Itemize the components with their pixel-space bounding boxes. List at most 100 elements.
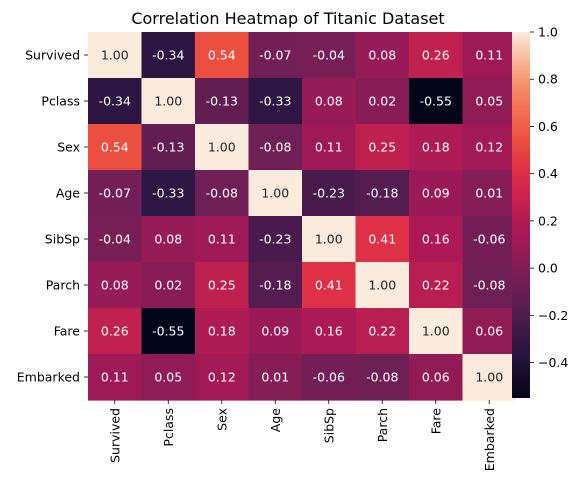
cell-value-label: 1.00 — [368, 278, 396, 293]
cell-value-label: -0.33 — [259, 94, 291, 109]
heatmap-cell — [409, 32, 464, 79]
cell-value-label: 0.22 — [368, 324, 396, 339]
cell-value-label: -0.13 — [152, 140, 184, 155]
cell-value-label: -0.33 — [152, 186, 184, 201]
cell-value-label: 1.00 — [208, 140, 236, 155]
cell-value-label: -0.23 — [259, 232, 291, 247]
x-tick-label: Survived — [107, 408, 122, 463]
cell-value-label: -0.18 — [366, 186, 398, 201]
heatmap-cell — [195, 354, 250, 401]
cell-value-label: -0.55 — [152, 324, 184, 339]
heatmap-cell — [248, 308, 303, 355]
y-tick-label: Pclass — [41, 94, 80, 109]
heatmap-cell — [88, 78, 143, 125]
heatmap-cell — [355, 124, 410, 171]
cell-value-label: -0.04 — [99, 232, 131, 247]
heatmap-cell — [141, 308, 196, 355]
colorbar-tick-label: −0.2 — [538, 308, 568, 323]
heatmap-cell — [141, 170, 196, 217]
x-axis: Survived Pclass Sex Age SibSp Parch Fare Embark… — [107, 400, 497, 471]
cell-value-label: -0.08 — [366, 370, 398, 385]
cell-value-label: 0.16 — [422, 232, 450, 247]
cell-value-label: 0.25 — [368, 140, 396, 155]
cell-value-label: -0.18 — [259, 278, 291, 293]
cell-value-label: 0.08 — [154, 232, 182, 247]
chart-title: Correlation Heatmap of Titanic Dataset — [131, 9, 444, 28]
cell-value-label: 0.18 — [208, 324, 236, 339]
x-tick-label: Pclass — [161, 408, 176, 447]
heatmap-cell — [141, 32, 196, 79]
heatmap-cell — [462, 170, 517, 217]
y-tick-label: Survived — [25, 48, 80, 63]
cell-value-label: 1.00 — [261, 186, 289, 201]
heatmap-cell — [302, 216, 357, 263]
colorbar-tick-label: −0.4 — [538, 355, 568, 370]
cell-value-label: 0.12 — [208, 370, 236, 385]
heatmap-cell — [88, 354, 143, 401]
heatmap-annotations: 1.00 -0.34 0.54 -0.07 -0.04 0.08 0.26 0.11 -0.34… — [99, 48, 506, 385]
heatmap-cell — [302, 262, 357, 309]
heatmap-cell — [409, 262, 464, 309]
heatmap-cell — [409, 216, 464, 263]
colorbar-tick-label: 1.0 — [538, 25, 558, 40]
cell-value-label: -0.23 — [313, 186, 345, 201]
cell-value-label: 0.08 — [101, 278, 129, 293]
cell-value-label: 0.09 — [422, 186, 450, 201]
heatmap-cell — [462, 124, 517, 171]
cell-value-label: 0.54 — [208, 48, 236, 63]
heatmap-cell — [355, 170, 410, 217]
x-tick-label: Sex — [214, 408, 229, 431]
cell-value-label: 0.54 — [101, 140, 129, 155]
cell-value-label: 0.12 — [475, 140, 503, 155]
cell-value-label: 0.25 — [208, 278, 236, 293]
x-tick-label: Fare — [428, 408, 443, 435]
x-tick-label: Parch — [375, 408, 390, 442]
colorbar-tick-label: 0.2 — [538, 213, 558, 228]
heatmap-cell — [195, 262, 250, 309]
cell-value-label: 0.05 — [154, 370, 182, 385]
heatmap-cell — [88, 124, 143, 171]
y-tick-label: Sex — [57, 140, 80, 155]
heatmap-cell — [355, 308, 410, 355]
heatmap-cell — [409, 354, 464, 401]
heatmap-cell — [141, 216, 196, 263]
cell-value-label: 1.00 — [154, 94, 182, 109]
heatmap-cell — [302, 170, 357, 217]
heatmap-cell — [355, 32, 410, 79]
cell-value-label: 0.41 — [315, 278, 343, 293]
cell-value-label: -0.06 — [313, 370, 345, 385]
heatmap-cell — [248, 262, 303, 309]
colorbar: −0.4 −0.2 0.0 0.2 0.4 0.6 0.8 1.0 — [512, 25, 568, 398]
cell-value-label: 0.18 — [422, 140, 450, 155]
heatmap-cell — [462, 216, 517, 263]
cell-value-label: 0.16 — [315, 324, 343, 339]
heatmap-cell — [462, 78, 517, 125]
heatmap-cell — [462, 308, 517, 355]
cell-value-label: 0.06 — [475, 324, 503, 339]
colorbar-tick-label: 0.6 — [538, 119, 558, 134]
heatmap-cell — [248, 78, 303, 125]
cell-value-label: 0.01 — [261, 370, 289, 385]
heatmap-cell — [248, 32, 303, 79]
heatmap-cell — [88, 262, 143, 309]
heatmap-cell — [409, 124, 464, 171]
y-axis: Survived Pclass Sex Age SibSp Parch Fare Embark… — [17, 48, 88, 385]
heatmap-cell — [355, 354, 410, 401]
cell-value-label: 0.11 — [315, 140, 343, 155]
heatmap-cell — [88, 308, 143, 355]
cell-value-label: 0.11 — [475, 48, 503, 63]
heatmap-cell — [248, 124, 303, 171]
heatmap-cell — [195, 32, 250, 79]
y-tick-label: Embarked — [17, 370, 80, 385]
heatmap-cell — [195, 308, 250, 355]
x-tick-label: Embarked — [482, 408, 497, 471]
cell-value-label: -0.04 — [313, 48, 345, 63]
cell-value-label: 0.01 — [475, 186, 503, 201]
cell-value-label: 1.00 — [101, 48, 129, 63]
heatmap-cell — [302, 308, 357, 355]
heatmap-cell — [88, 170, 143, 217]
heatmap-cell — [409, 308, 464, 355]
heatmap-cell — [355, 78, 410, 125]
